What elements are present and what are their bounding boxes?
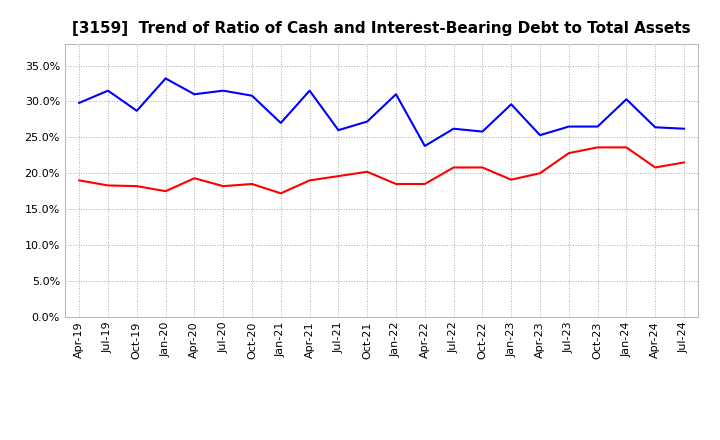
Cash — [507, 177, 516, 182]
Cash — [363, 169, 372, 174]
Cash — [593, 145, 602, 150]
Cash — [449, 165, 458, 170]
Cash — [392, 181, 400, 187]
Interest-Bearing Debt — [651, 125, 660, 130]
Cash — [219, 183, 228, 189]
Interest-Bearing Debt — [449, 126, 458, 132]
Interest-Bearing Debt — [363, 119, 372, 124]
Interest-Bearing Debt — [219, 88, 228, 93]
Interest-Bearing Debt — [75, 100, 84, 106]
Interest-Bearing Debt — [680, 126, 688, 132]
Cash — [276, 191, 285, 196]
Cash — [622, 145, 631, 150]
Interest-Bearing Debt — [161, 76, 170, 81]
Interest-Bearing Debt — [248, 93, 256, 98]
Title: [3159]  Trend of Ratio of Cash and Interest-Bearing Debt to Total Assets: [3159] Trend of Ratio of Cash and Intere… — [72, 21, 691, 36]
Line: Interest-Bearing Debt: Interest-Bearing Debt — [79, 78, 684, 146]
Interest-Bearing Debt — [276, 120, 285, 125]
Interest-Bearing Debt — [564, 124, 573, 129]
Interest-Bearing Debt — [392, 92, 400, 97]
Cash — [420, 181, 429, 187]
Interest-Bearing Debt — [536, 132, 544, 138]
Cash — [564, 150, 573, 156]
Interest-Bearing Debt — [622, 97, 631, 102]
Cash — [334, 173, 343, 179]
Interest-Bearing Debt — [104, 88, 112, 93]
Cash — [536, 171, 544, 176]
Interest-Bearing Debt — [420, 143, 429, 149]
Cash — [248, 181, 256, 187]
Interest-Bearing Debt — [305, 88, 314, 93]
Cash — [680, 160, 688, 165]
Cash — [104, 183, 112, 188]
Cash — [161, 188, 170, 194]
Interest-Bearing Debt — [507, 102, 516, 107]
Cash — [132, 183, 141, 189]
Interest-Bearing Debt — [190, 92, 199, 97]
Interest-Bearing Debt — [478, 129, 487, 134]
Cash — [190, 176, 199, 181]
Interest-Bearing Debt — [132, 108, 141, 114]
Interest-Bearing Debt — [334, 128, 343, 133]
Cash — [478, 165, 487, 170]
Line: Cash: Cash — [79, 147, 684, 193]
Cash — [651, 165, 660, 170]
Cash — [75, 178, 84, 183]
Cash — [305, 178, 314, 183]
Interest-Bearing Debt — [593, 124, 602, 129]
